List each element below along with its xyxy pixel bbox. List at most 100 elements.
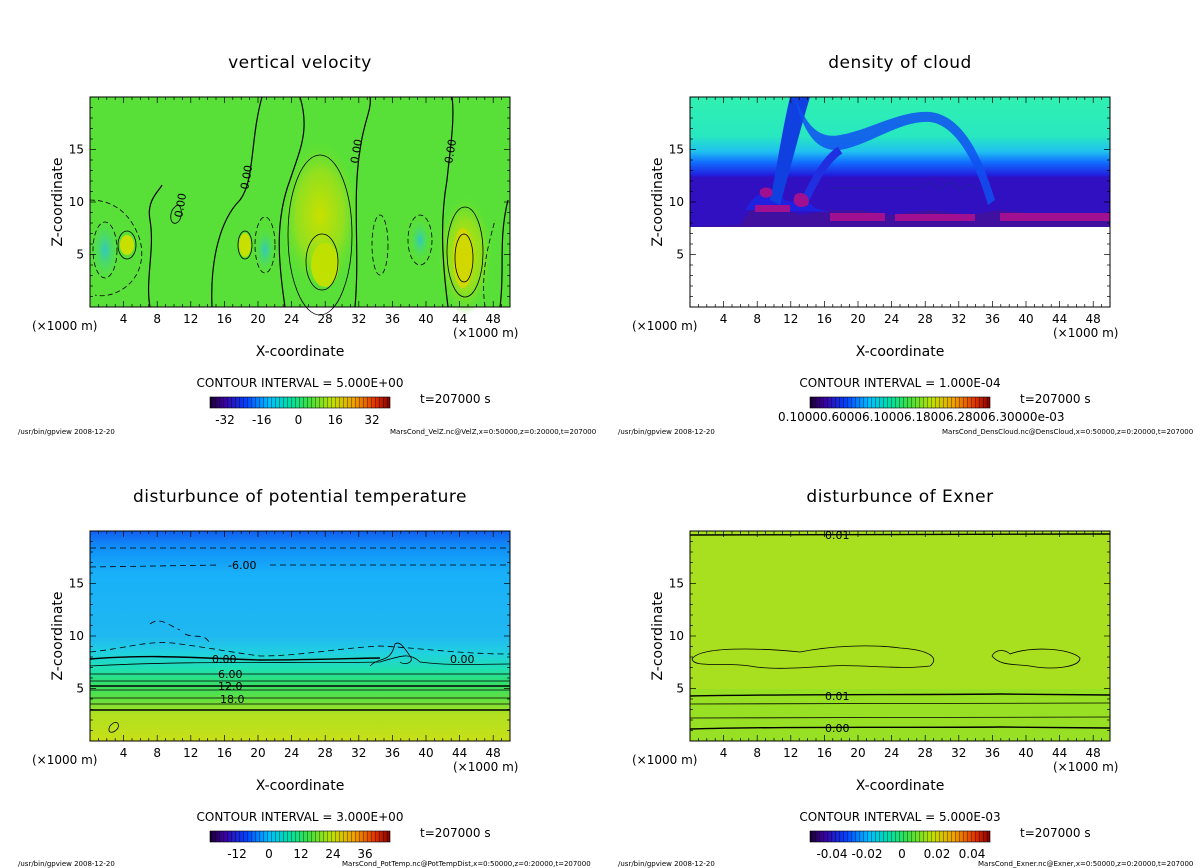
x-tick-label: 12 bbox=[183, 746, 198, 760]
x-tick-label: 4 bbox=[120, 746, 128, 760]
x-tick-label: 40 bbox=[1018, 746, 1033, 760]
colorbar-tick-label: 0 bbox=[265, 847, 273, 861]
contour-interval: CONTOUR INTERVAL = 5.000E+00 bbox=[197, 376, 404, 390]
colorbar-tick-label: 12 bbox=[293, 847, 308, 861]
x-tick-label: 32 bbox=[951, 312, 966, 326]
footer-left: /usr/bin/gpview 2008-12-20 bbox=[618, 860, 715, 868]
y-axis-label: Z-coordinate bbox=[50, 591, 66, 680]
x-tick-label: 16 bbox=[817, 746, 832, 760]
x-tick-label: 8 bbox=[153, 746, 161, 760]
y-tick-label: 5 bbox=[676, 248, 684, 262]
x-tick-label: 28 bbox=[318, 312, 333, 326]
y-tick-label: 10 bbox=[669, 629, 684, 643]
colorbar-tick-label: -0.02 bbox=[851, 847, 882, 861]
x-tick-label: 48 bbox=[1086, 312, 1101, 326]
x-tick-label: 48 bbox=[486, 312, 501, 326]
chart-title: density of cloud bbox=[828, 53, 972, 73]
x-unit-label-right: (×1000 m) bbox=[453, 760, 518, 774]
colorbar-tick-label: 32 bbox=[364, 413, 379, 427]
contour-label: 18.0 bbox=[220, 693, 245, 706]
panel-potential-temperature: disturbunce of potential temperature bbox=[18, 487, 591, 868]
x-tick-label: 8 bbox=[753, 746, 761, 760]
x-tick-label: 8 bbox=[753, 312, 761, 326]
footer-right: MarsCond_PotTemp.nc@PotTempDist,x=0:5000… bbox=[342, 860, 591, 868]
colorbar-tick-label: 0 bbox=[898, 847, 906, 861]
colorbar-tick-label: -16 bbox=[252, 413, 272, 427]
x-tick-label: 28 bbox=[918, 746, 933, 760]
x-tick-label: 36 bbox=[385, 312, 400, 326]
y-tick-label: 10 bbox=[669, 195, 684, 209]
y-tick-label: 10 bbox=[69, 195, 84, 209]
colorbar-tick-labels: 0.10000.60006.10006.18006.28006.30000e-0… bbox=[778, 410, 1065, 424]
x-tick-label: 24 bbox=[284, 746, 299, 760]
footer-right: MarsCond_DensCloud.nc@DensCloud,x=0:5000… bbox=[942, 428, 1193, 436]
x-tick-label: 20 bbox=[250, 746, 265, 760]
x-unit-label-left: (×1000 m) bbox=[32, 319, 97, 333]
contour-label: 0.00 bbox=[348, 138, 365, 164]
x-tick-label: 4 bbox=[720, 746, 728, 760]
contour-interval: CONTOUR INTERVAL = 3.000E+00 bbox=[197, 810, 404, 824]
x-tick-label: 24 bbox=[884, 746, 899, 760]
x-tick-label: 20 bbox=[250, 312, 265, 326]
contour-label: 0.00 bbox=[172, 192, 189, 218]
x-tick-label: 12 bbox=[183, 312, 198, 326]
x-tick-label: 32 bbox=[351, 312, 366, 326]
x-tick-label: 40 bbox=[418, 312, 433, 326]
colorbar-tick-label: 16 bbox=[328, 413, 343, 427]
x-tick-label: 48 bbox=[1086, 746, 1101, 760]
x-tick-label: 36 bbox=[985, 746, 1000, 760]
contour-label: -6.00 bbox=[228, 559, 256, 572]
x-tick-label: 24 bbox=[884, 312, 899, 326]
x-tick-label: 44 bbox=[1052, 746, 1067, 760]
time-label: t=207000 s bbox=[1020, 826, 1091, 840]
x-tick-label: 24 bbox=[284, 312, 299, 326]
x-tick-label: 4 bbox=[720, 312, 728, 326]
x-tick-label: 32 bbox=[951, 746, 966, 760]
x-tick-label: 48 bbox=[486, 746, 501, 760]
y-tick-label: 15 bbox=[669, 577, 684, 591]
y-tick-label: 5 bbox=[676, 682, 684, 696]
chart-title: vertical velocity bbox=[228, 53, 372, 73]
panel-vertical-velocity: vertical velocity bbox=[18, 53, 596, 436]
time-label: t=207000 s bbox=[420, 392, 491, 406]
y-axis-label: Z-coordinate bbox=[50, 157, 66, 246]
colorbar-tick-label: 0.02 bbox=[924, 847, 951, 861]
footer-left: /usr/bin/gpview 2008-12-20 bbox=[18, 860, 115, 868]
plot-area: 0.00 0.00 0.00 0.00 bbox=[89, 96, 511, 316]
footer-right: MarsCond_Exner.nc@Exner,x=0:50000,z=0:20… bbox=[978, 860, 1193, 868]
x-axis-label: X-coordinate bbox=[256, 778, 345, 794]
footer-left: /usr/bin/gpview 2008-12-20 bbox=[618, 428, 715, 436]
contour-label: 0.00 bbox=[212, 653, 237, 666]
x-unit-label-left: (×1000 m) bbox=[32, 753, 97, 767]
y-tick-label: 5 bbox=[76, 682, 84, 696]
x-tick-label: 20 bbox=[850, 746, 865, 760]
x-axis-label: X-coordinate bbox=[856, 778, 945, 794]
y-tick-label: 5 bbox=[76, 248, 84, 262]
x-tick-label: 40 bbox=[418, 746, 433, 760]
x-tick-label: 40 bbox=[1018, 312, 1033, 326]
x-tick-label: 36 bbox=[385, 746, 400, 760]
x-tick-label: 44 bbox=[1052, 312, 1067, 326]
colorbar-tick-label: -0.04 bbox=[816, 847, 847, 861]
footer-right: MarsCond_VelZ.nc@VelZ,x=0:50000,z=0:2000… bbox=[390, 428, 596, 436]
x-tick-label: 28 bbox=[918, 312, 933, 326]
contour-label: 6.00 bbox=[218, 668, 243, 681]
time-label: t=207000 s bbox=[420, 826, 491, 840]
x-axis-label: X-coordinate bbox=[256, 344, 345, 360]
colorbar-tick-label: 36 bbox=[357, 847, 372, 861]
x-tick-label: 36 bbox=[985, 312, 1000, 326]
x-tick-label: 28 bbox=[318, 746, 333, 760]
x-tick-label: 44 bbox=[452, 746, 467, 760]
x-unit-label-right: (×1000 m) bbox=[1053, 760, 1118, 774]
x-tick-label: 44 bbox=[452, 312, 467, 326]
contour-interval: CONTOUR INTERVAL = 5.000E-03 bbox=[799, 810, 1000, 824]
plot-area: 0.01 0.01 0.00 bbox=[689, 529, 1111, 742]
colorbar-tick-label: 0.04 bbox=[959, 847, 986, 861]
y-axis-label: Z-coordinate bbox=[650, 157, 666, 246]
x-tick-label: 20 bbox=[850, 312, 865, 326]
chart-title: disturbunce of potential temperature bbox=[133, 487, 467, 507]
x-tick-label: 8 bbox=[153, 312, 161, 326]
y-tick-label: 10 bbox=[69, 629, 84, 643]
time-label: t=207000 s bbox=[1020, 392, 1091, 406]
